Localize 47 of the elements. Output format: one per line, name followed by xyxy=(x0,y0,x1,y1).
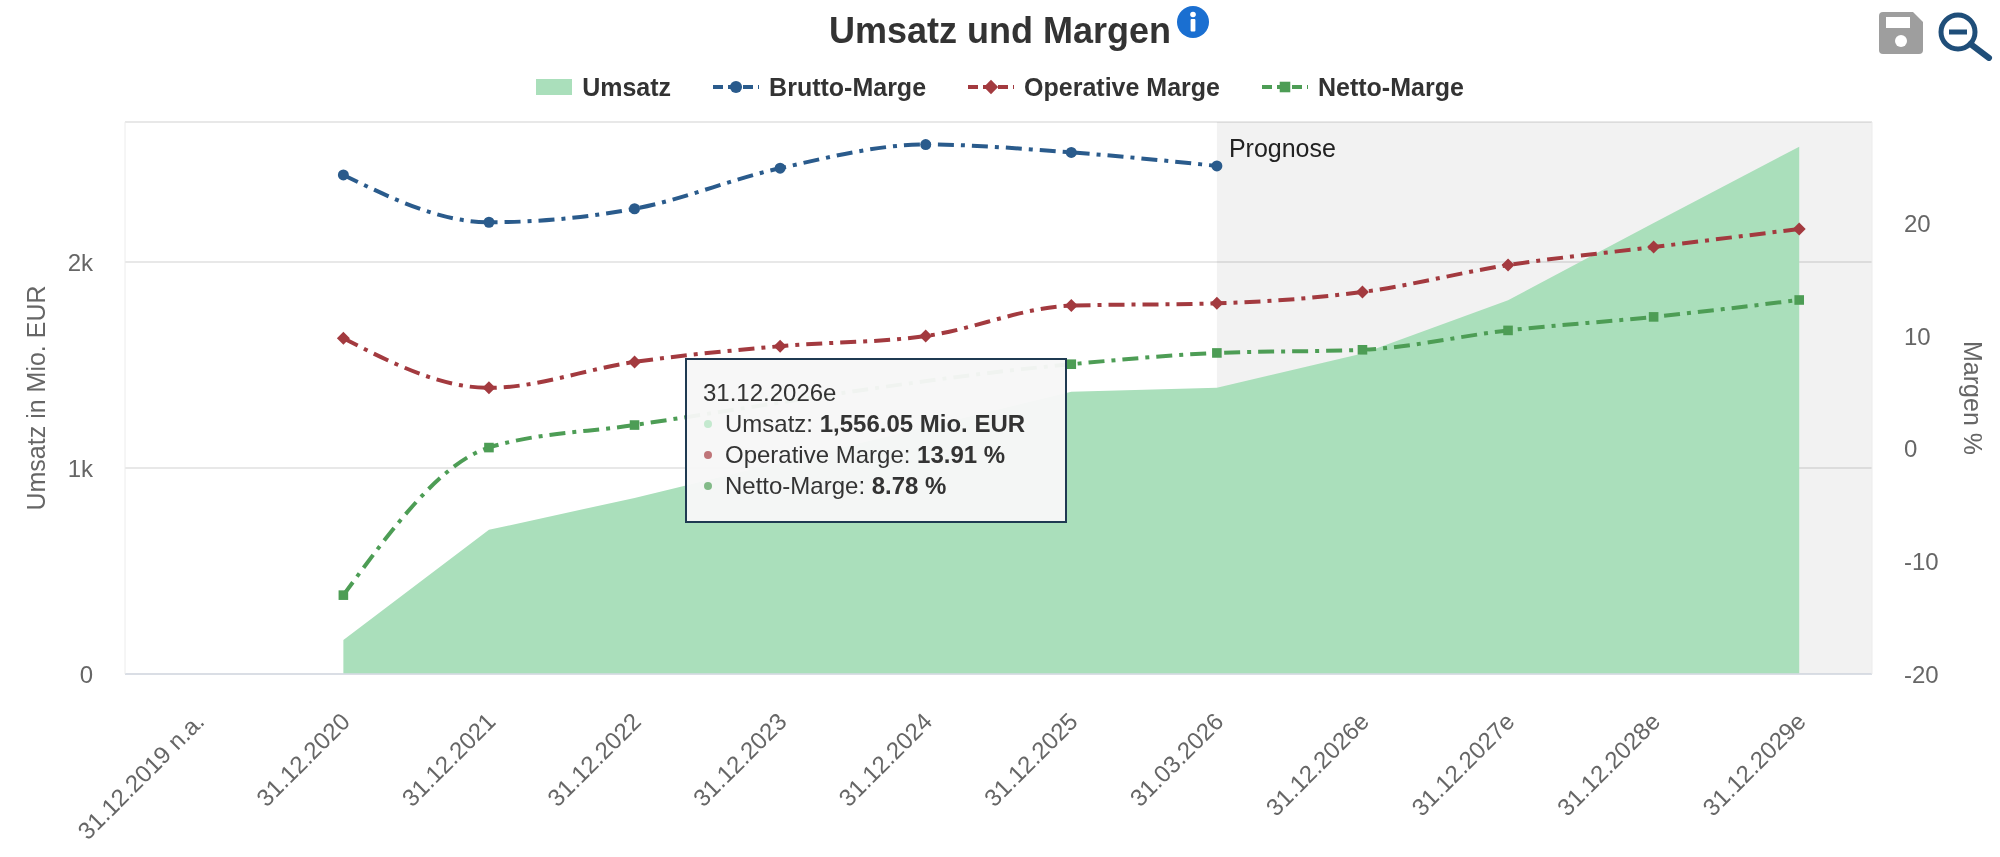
point xyxy=(1357,344,1368,355)
point xyxy=(1210,296,1224,310)
annotation: Operative Marge: 13.91 % xyxy=(725,441,1006,468)
y-tick-label: 0 xyxy=(79,660,93,688)
point xyxy=(337,169,349,181)
point xyxy=(1355,285,1369,299)
band-label: Prognose xyxy=(1228,134,1336,162)
point xyxy=(484,442,494,453)
y-tick-label: 1k xyxy=(67,454,94,482)
point xyxy=(483,216,495,228)
point xyxy=(628,355,642,369)
point xyxy=(1065,146,1077,158)
y2-tick-label: 10 xyxy=(1904,322,1931,350)
chart-title: Umsatz und Margen xyxy=(828,10,1172,51)
y2-tick-label: -20 xyxy=(1904,660,1939,688)
point xyxy=(629,203,641,215)
point xyxy=(1647,240,1661,254)
legend-label: Operative Marge xyxy=(1024,72,1220,101)
y2-tick-label: -10 xyxy=(1904,547,1939,575)
point xyxy=(338,590,349,600)
point xyxy=(1066,359,1077,369)
point xyxy=(629,420,640,430)
y-tick-label: 2k xyxy=(67,248,94,276)
point xyxy=(774,162,786,174)
point xyxy=(1211,160,1223,172)
legend-label: Brutto-Marge xyxy=(769,72,927,101)
y2-tick-label: 0 xyxy=(1904,435,1918,463)
point xyxy=(1501,258,1515,272)
point xyxy=(482,381,496,395)
point xyxy=(1503,325,1513,336)
point xyxy=(1064,299,1078,313)
point xyxy=(1648,312,1659,322)
point xyxy=(1792,222,1806,236)
annotation: 31.12.2026e xyxy=(703,379,837,406)
point xyxy=(336,331,350,345)
annotation: Umsatz: 1,556.05 Mio. EUR xyxy=(725,410,1026,437)
legend-label: Umsatz xyxy=(582,72,672,101)
point xyxy=(920,139,932,151)
y-axis-title: Umsatz in Mio. EUR xyxy=(22,285,50,511)
legend-label: Netto-Marge xyxy=(1317,72,1464,101)
annotation: Netto-Marge: 8.78 % xyxy=(725,472,947,499)
point xyxy=(1794,295,1805,305)
point xyxy=(1212,348,1222,358)
point xyxy=(919,329,933,343)
y2-axis-title: Margen % xyxy=(1959,341,1987,455)
point xyxy=(773,339,787,353)
y2-tick-label: 20 xyxy=(1904,209,1931,237)
